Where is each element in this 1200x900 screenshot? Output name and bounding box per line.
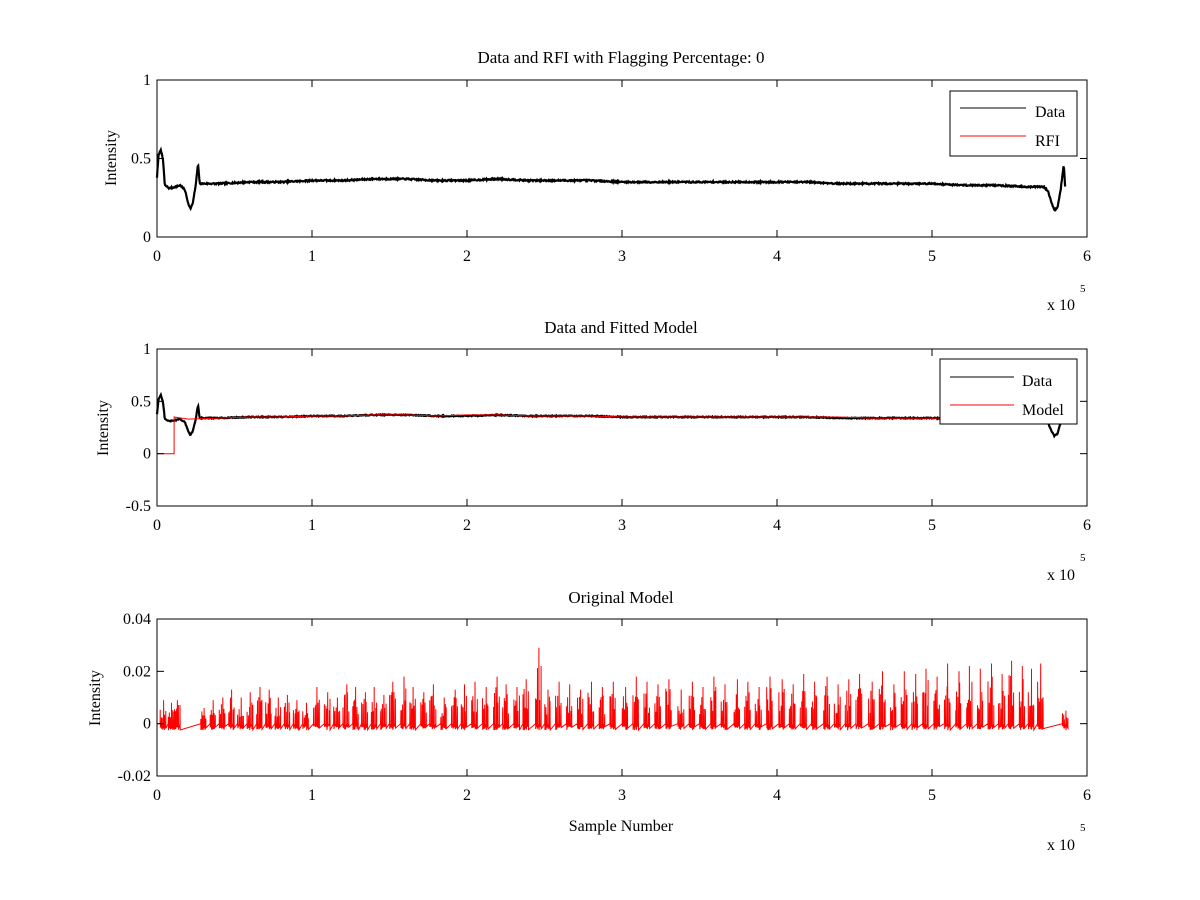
- x-tick-label: 6: [1083, 517, 1091, 534]
- panel-data-and-fitted-model: Data and Fitted Model Intensity 0 1 2 3 4 5 6 -…: [95, 318, 1091, 584]
- panel-title: Data and Fitted Model: [544, 318, 698, 337]
- panel-title: Original Model: [568, 588, 674, 607]
- x-multiplier: x 10: [1047, 567, 1075, 584]
- x-tick-label: 0: [153, 787, 161, 804]
- x-tick-label: 5: [928, 517, 936, 534]
- x-multiplier: x 10: [1047, 297, 1075, 314]
- panel-original-model: Original Model Intensity 0 1 2 3 4 5 6-0.0200.…: [87, 588, 1091, 854]
- x-tick-label: 4: [773, 787, 781, 804]
- x-tick-label: 2: [463, 248, 471, 265]
- legend-label-data: Data: [1035, 104, 1065, 121]
- panel-data-and-rfi: Data and RFI with Flagging Percentage: 0…: [103, 48, 1091, 314]
- y-axis-label: Intensity: [95, 400, 112, 456]
- x-multiplier-exponent: 5: [1080, 552, 1086, 564]
- x-multiplier-exponent: 5: [1080, 283, 1086, 295]
- x-tick-label: 4: [773, 517, 781, 534]
- legend-box: [949, 90, 1078, 157]
- y-tick-label: 1: [143, 341, 151, 358]
- y-tick-label: 0.02: [123, 663, 151, 680]
- y-tick-label: 0.5: [131, 151, 151, 168]
- y-tick-label: 0: [143, 229, 151, 246]
- legend-label-model: Model: [1022, 402, 1064, 419]
- plot-area: [155, 391, 1067, 455]
- x-multiplier-exponent: 5: [1080, 822, 1086, 834]
- legend-box: [939, 358, 1078, 425]
- x-axis-label: Sample Number: [569, 818, 674, 835]
- x-tick-label: 3: [618, 517, 626, 534]
- legend-label-rfi: RFI: [1035, 133, 1060, 150]
- axis-ticks: 0 1 2 3 4 5 6 0 0.5 1: [131, 72, 1091, 265]
- y-tick-label: -0.5: [126, 498, 151, 515]
- x-tick-label: 2: [463, 517, 471, 534]
- series-line-original-model: [157, 647, 1069, 732]
- x-tick-label: 1: [308, 517, 316, 534]
- y-tick-label: -0.02: [118, 768, 151, 785]
- x-tick-label: 0: [153, 517, 161, 534]
- x-tick-label: 5: [928, 787, 936, 804]
- x-tick-label: 0: [153, 248, 161, 265]
- panel-title: Data and RFI with Flagging Percentage: 0: [477, 48, 764, 67]
- x-multiplier: x 10: [1047, 837, 1075, 854]
- y-tick-label: 0: [143, 716, 151, 733]
- y-tick-label: 1: [143, 72, 151, 89]
- x-tick-label: 3: [618, 248, 626, 265]
- x-tick-label: 5: [928, 248, 936, 265]
- series-line-model: [157, 414, 1066, 455]
- x-tick-label: 3: [618, 787, 626, 804]
- x-tick-label: 2: [463, 787, 471, 804]
- y-axis-label: Intensity: [103, 130, 120, 186]
- series-line-data: [155, 146, 1067, 212]
- x-tick-label: 6: [1083, 248, 1091, 265]
- y-tick-label: 0: [143, 446, 151, 463]
- legend: Data RFI: [949, 90, 1078, 157]
- x-tick-label: 4: [773, 248, 781, 265]
- legend-label-data: Data: [1022, 373, 1052, 390]
- x-tick-label: 1: [308, 787, 316, 804]
- axis-ticks: 0 1 2 3 4 5 6-0.500.51: [126, 341, 1091, 534]
- x-tick-label: 1: [308, 248, 316, 265]
- plot-area: [157, 647, 1069, 732]
- y-tick-label: 0.5: [131, 393, 151, 410]
- legend: Data Model: [939, 358, 1078, 425]
- x-tick-label: 6: [1083, 787, 1091, 804]
- y-tick-label: 0.04: [123, 611, 151, 628]
- plot-area: [155, 146, 1067, 212]
- y-axis-label: Intensity: [87, 670, 104, 726]
